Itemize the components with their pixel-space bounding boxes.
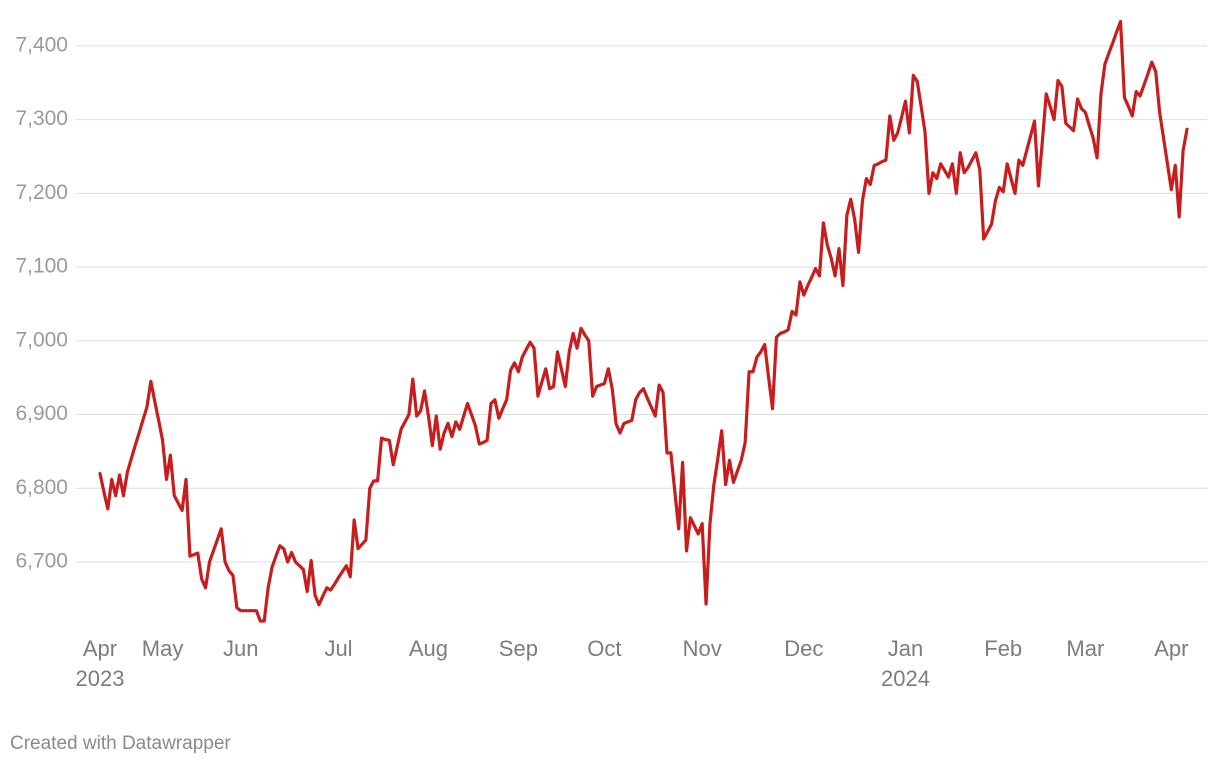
x-tick-label: Apr 2023 [75, 636, 125, 691]
x-tick-label: Nov [682, 636, 722, 661]
x-tick-label: Oct [587, 636, 622, 661]
y-tick-label: 6,700 [15, 550, 68, 573]
y-tick-label: 7,400 [15, 33, 68, 56]
x-tick-label: Feb [984, 636, 1023, 661]
x-tick-label: May [141, 636, 184, 661]
x-tick-label: Mar [1066, 636, 1105, 661]
x-tick-label: Jul [324, 636, 353, 661]
credit: Created with Datawrapper [10, 733, 231, 754]
y-tick-label: 6,900 [15, 402, 68, 425]
y-tick-label: 6,800 [15, 476, 68, 499]
line [98, 19, 1189, 623]
x-tick-label: Aug [408, 636, 449, 661]
y-tick-label: 7,200 [15, 181, 68, 204]
y-tick-label: 7,000 [15, 328, 68, 351]
x-tick-label: Sep [498, 636, 538, 661]
y-tick-label: 7,300 [15, 107, 68, 130]
x-tick-label: Apr [1154, 636, 1189, 661]
x-tick-label: Jan 2024 [880, 636, 930, 691]
x-tick-label: Jun [223, 636, 259, 661]
x-tick-label: Dec [784, 636, 824, 661]
y-tick-label: 7,100 [15, 255, 68, 278]
